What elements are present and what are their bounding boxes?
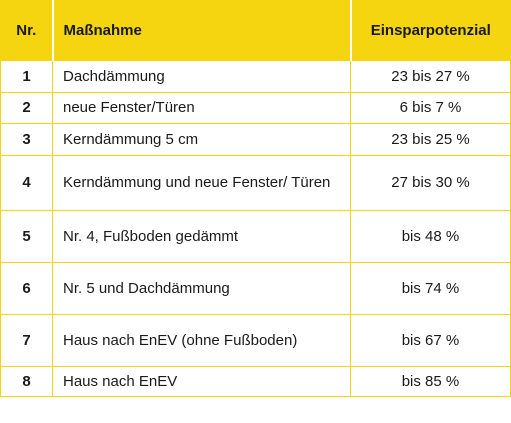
row-einsparpotenzial: bis 67 %: [350, 314, 511, 367]
row-number: 6: [0, 262, 53, 315]
row-einsparpotenzial: 6 bis 7 %: [350, 92, 511, 124]
row-massnahme: Haus nach EnEV: [52, 366, 351, 397]
row-number: 3: [0, 123, 53, 156]
row-massnahme: Dachdämmung: [52, 60, 351, 93]
row-number: 2: [0, 92, 53, 124]
column-header-nr: Nr.: [0, 0, 53, 61]
row-number: 8: [0, 366, 53, 397]
row-einsparpotenzial: 27 bis 30 %: [350, 155, 511, 211]
table-row: 4 Kerndämmung und neue Fenster/ Türen 27…: [0, 155, 511, 211]
row-einsparpotenzial: 23 bis 27 %: [350, 60, 511, 93]
row-einsparpotenzial: bis 85 %: [350, 366, 511, 397]
row-number: 1: [0, 60, 53, 93]
row-massnahme: Nr. 5 und Dachdämmung: [52, 262, 351, 315]
row-massnahme: Haus nach EnEV (ohne Fußboden): [52, 314, 351, 367]
row-massnahme: Nr. 4, Fußboden gedämmt: [52, 210, 351, 263]
row-massnahme: Kerndämmung und neue Fenster/ Türen: [52, 155, 351, 211]
table-body: 1 Dachdämmung 23 bis 27 % 2 neue Fenster…: [0, 60, 511, 397]
column-header-massnahme: Maßnahme: [51, 0, 351, 61]
savings-table: Nr. Maßnahme Einsparpotenzial 1 Dachdämm…: [0, 0, 511, 397]
table-header: Nr. Maßnahme Einsparpotenzial: [0, 0, 511, 61]
table-row: 1 Dachdämmung 23 bis 27 %: [0, 60, 511, 93]
row-einsparpotenzial: 23 bis 25 %: [350, 123, 511, 156]
table-row: 7 Haus nach EnEV (ohne Fußboden) bis 67 …: [0, 314, 511, 367]
table-row: 2 neue Fenster/Türen 6 bis 7 %: [0, 92, 511, 124]
row-massnahme: Kerndämmung 5 cm: [52, 123, 351, 156]
row-number: 7: [0, 314, 53, 367]
row-massnahme: neue Fenster/Türen: [52, 92, 351, 124]
row-number: 5: [0, 210, 53, 263]
header-row: Nr. Maßnahme Einsparpotenzial: [0, 0, 511, 61]
table-row: 5 Nr. 4, Fußboden gedämmt bis 48 %: [0, 210, 511, 263]
row-number: 4: [0, 155, 53, 211]
table-row: 6 Nr. 5 und Dachdämmung bis 74 %: [0, 262, 511, 315]
row-einsparpotenzial: bis 74 %: [350, 262, 511, 315]
row-einsparpotenzial: bis 48 %: [350, 210, 511, 263]
table-row: 3 Kerndämmung 5 cm 23 bis 25 %: [0, 123, 511, 156]
column-header-einsparpotenzial: Einsparpotenzial: [349, 0, 511, 61]
table-row: 8 Haus nach EnEV bis 85 %: [0, 366, 511, 397]
